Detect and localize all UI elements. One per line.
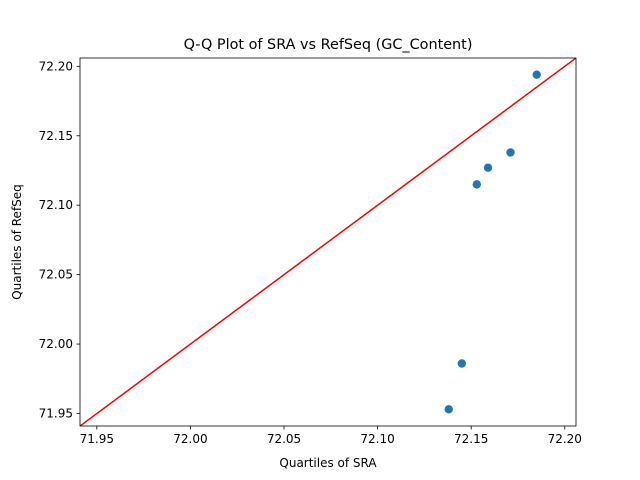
x-tick-label: 71.95 bbox=[80, 432, 114, 446]
y-axis-label: Quartiles of RefSeq bbox=[10, 184, 24, 300]
y-tick-label: 71.95 bbox=[39, 407, 73, 421]
data-point bbox=[444, 405, 453, 414]
y-tick-label: 72.20 bbox=[39, 59, 73, 73]
x-axis-label: Quartiles of SRA bbox=[279, 456, 377, 470]
chart-title: Q-Q Plot of SRA vs RefSeq (GC_Content) bbox=[184, 37, 473, 53]
x-tick-label: 72.00 bbox=[173, 432, 207, 446]
data-point bbox=[472, 180, 481, 189]
x-tick-label: 72.20 bbox=[548, 432, 582, 446]
data-point bbox=[532, 70, 541, 79]
y-tick-label: 72.10 bbox=[39, 198, 73, 212]
data-point bbox=[483, 163, 493, 172]
y-tick-label: 72.15 bbox=[39, 129, 73, 143]
reference-line bbox=[80, 58, 576, 426]
x-tick-label: 72.05 bbox=[267, 432, 301, 446]
data-point bbox=[457, 359, 467, 368]
axes-frame bbox=[79, 57, 577, 427]
x-tick-label: 72.15 bbox=[454, 432, 488, 446]
plot-area: 71.95 72.00 72.05 72.10 72.15 72.20 71.95 72.00… bbox=[39, 57, 582, 446]
x-tick-label: 72.10 bbox=[360, 432, 394, 446]
y-tick-label: 72.05 bbox=[39, 268, 73, 282]
y-tick-label: 72.00 bbox=[39, 337, 73, 351]
data-point bbox=[506, 148, 515, 157]
